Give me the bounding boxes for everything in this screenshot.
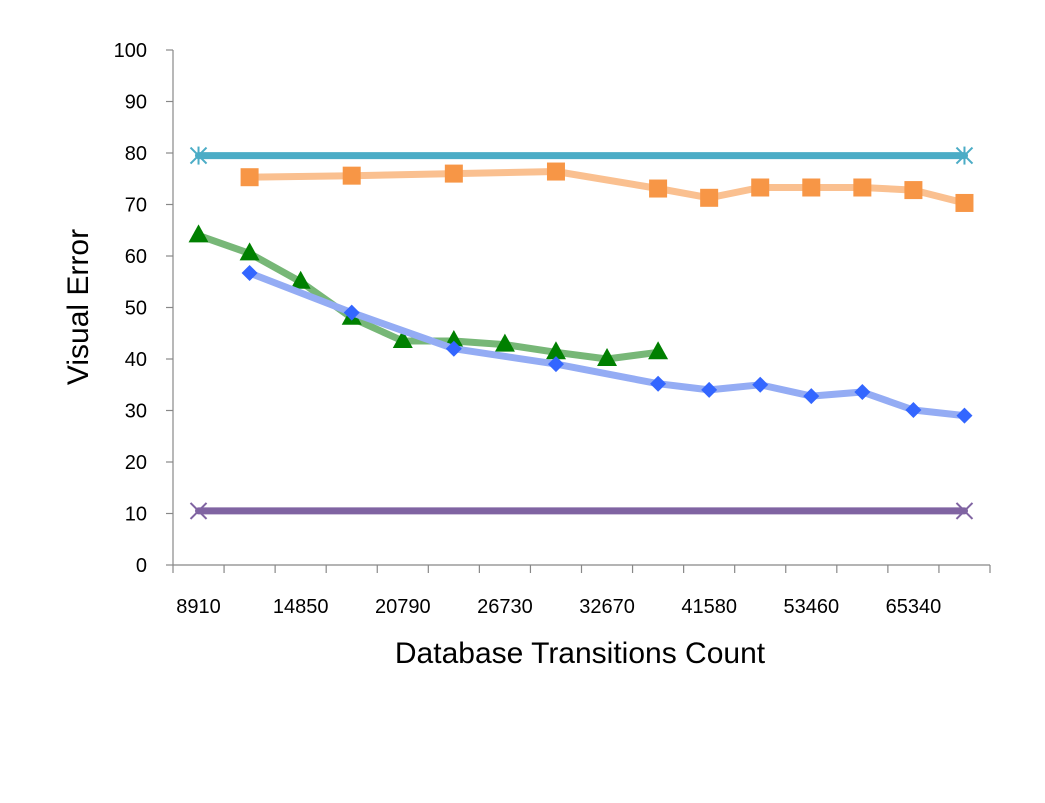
square-marker — [955, 193, 974, 212]
diamond-marker — [905, 401, 922, 418]
y-tick-label: 100 — [114, 40, 147, 62]
tick-labels: 0 10 20 30 40 50 60 70 80 90 100 8910 14850 20790 2673… — [114, 40, 942, 618]
series-layer — [188, 146, 974, 520]
square-marker — [240, 168, 259, 187]
triangle-marker — [239, 242, 260, 261]
square-marker — [802, 178, 821, 197]
x-marker — [955, 502, 974, 520]
triangle-marker — [494, 333, 515, 352]
diamond-marker — [650, 375, 667, 392]
series-3 — [241, 264, 973, 424]
y-tick-label: 90 — [125, 92, 147, 114]
square-marker — [700, 188, 719, 207]
square-marker — [649, 179, 668, 198]
diamond-marker — [547, 356, 564, 373]
triangle-marker — [392, 329, 413, 348]
square-marker — [342, 166, 361, 185]
y-tick-label: 0 — [136, 555, 147, 577]
diamond-marker — [701, 381, 718, 398]
y-axis-title: Visual Error — [62, 229, 95, 385]
triangle-marker — [648, 341, 669, 360]
y-tick-label: 20 — [125, 452, 147, 474]
series-2 — [188, 224, 669, 366]
square-marker — [904, 181, 923, 200]
x-tick-label: 32670 — [579, 596, 635, 618]
diamond-marker — [956, 407, 973, 424]
diamond-marker — [241, 264, 258, 281]
y-tick-label: 70 — [125, 195, 147, 217]
y-tick-label: 80 — [125, 143, 147, 165]
x-axis-title: Database Transitions Count — [395, 637, 766, 670]
triangle-marker — [188, 224, 209, 243]
diamond-marker — [854, 383, 871, 400]
square-marker — [853, 178, 872, 197]
x-tick-label: 41580 — [681, 596, 737, 618]
x-tick-label: 8910 — [176, 596, 221, 618]
series-4 — [189, 502, 974, 520]
square-marker — [751, 178, 770, 197]
square-marker — [546, 162, 565, 181]
series-0 — [189, 146, 974, 165]
y-tick-label: 50 — [125, 298, 147, 320]
series-1 — [240, 162, 974, 212]
y-tick-label: 40 — [125, 349, 147, 371]
x-tick-label: 65340 — [886, 596, 942, 618]
triangle-marker — [597, 348, 618, 366]
diamond-marker — [803, 388, 820, 405]
y-tick-label: 60 — [125, 246, 147, 268]
diamond-marker — [445, 340, 462, 357]
x-tick-label: 26730 — [477, 596, 533, 618]
y-tick-label: 10 — [125, 504, 147, 526]
triangle-marker — [290, 270, 311, 289]
diamond-marker — [752, 376, 769, 393]
diamond-marker — [343, 304, 360, 321]
x-tick-label: 53460 — [783, 596, 839, 618]
x-tick-label: 20790 — [375, 596, 431, 618]
y-tick-label: 30 — [125, 401, 147, 423]
x-tick-label: 14850 — [273, 596, 329, 618]
triangle-marker — [545, 341, 566, 360]
axes — [166, 49, 991, 573]
x-marker — [189, 502, 208, 520]
square-marker — [444, 164, 463, 183]
